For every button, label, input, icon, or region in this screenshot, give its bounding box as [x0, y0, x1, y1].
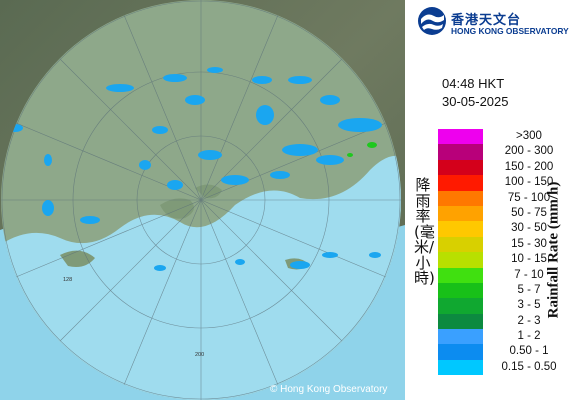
legend-label: 1 - 2	[517, 330, 541, 343]
legend-row: 150 - 200	[438, 159, 577, 176]
legend-label: 150 - 200	[504, 160, 554, 173]
range-rings	[1, 0, 401, 400]
legend-row: >300	[438, 129, 577, 145]
moderate-rain-echoes	[347, 142, 377, 157]
legend-label: 30 - 50	[511, 222, 547, 235]
legend-row: 0.50 - 1	[438, 344, 577, 360]
legend-label: 0.50 - 1	[509, 345, 549, 358]
observation-date: 30-05-2025	[442, 94, 509, 109]
legend-label: 5 - 7	[517, 283, 541, 296]
legend-row: 5 - 7	[438, 282, 577, 299]
legend-swatch	[438, 298, 483, 314]
legend-title-cn: 降雨率(毫米/小時)	[414, 176, 435, 287]
island-hk	[195, 184, 222, 199]
legend-swatch	[438, 159, 483, 176]
rain-echoes	[7, 67, 382, 271]
sea-in-range	[1, 155, 401, 400]
copyright-notice: © Hong Kong Observatory	[270, 384, 388, 395]
ring-label-200: 200	[195, 352, 204, 358]
legend-label: 200 - 300	[504, 145, 554, 158]
radar-map: 128 200 © Hong Kong Observatory	[0, 0, 405, 400]
legend-swatch	[438, 329, 483, 345]
legend-swatch	[438, 282, 483, 299]
legend-label: 2 - 3	[517, 314, 541, 327]
legend-row: 3 - 5	[438, 298, 577, 314]
legend-swatch	[438, 359, 483, 376]
legend-label: 7 - 10	[514, 268, 544, 281]
legend-swatch	[438, 252, 483, 268]
observatory-name-cn: 香港天文台	[451, 13, 522, 28]
legend-swatch	[438, 313, 483, 330]
legend-label: 3 - 5	[517, 299, 541, 312]
legend-row: 2 - 3	[438, 313, 577, 330]
legend-row: 15 - 30	[438, 236, 577, 253]
observation-time: 04:48 HKT	[442, 76, 505, 91]
legend-swatch	[438, 129, 483, 145]
legend-label: >300	[516, 130, 542, 142]
legend-label: 100 - 150	[504, 176, 554, 189]
legend-swatch	[438, 205, 483, 222]
legend-row: 7 - 10	[438, 267, 577, 283]
legend-label: 75 - 100	[507, 191, 551, 204]
observatory-logo: 香港天文台 HONG KONG OBSERVATORY	[417, 6, 577, 42]
legend-row: 1 - 2	[438, 329, 577, 345]
legend-label: 15 - 30	[511, 237, 547, 250]
legend-label: 10 - 15	[511, 253, 547, 266]
ring-label-128: 128	[63, 277, 72, 283]
observatory-name-en: HONG KONG OBSERVATORY	[451, 26, 569, 36]
info-panel: 香港天文台 HONG KONG OBSERVATORY 04:48 HKT 30…	[405, 0, 577, 400]
legend-label: 50 - 75	[511, 206, 547, 219]
legend-row: 200 - 300	[438, 144, 577, 160]
legend-row: 10 - 15	[438, 252, 577, 268]
legend-row: 75 - 100	[438, 190, 577, 206]
legend-title-en: Rainfall Rate (mm/h)	[545, 181, 562, 319]
legend-row: 50 - 75	[438, 205, 577, 222]
radar-image: 128 200	[0, 0, 405, 400]
legend-swatch	[438, 267, 483, 283]
legend-swatch	[438, 190, 483, 206]
legend-swatch	[438, 344, 483, 360]
legend-swatch	[438, 236, 483, 253]
legend-swatch	[438, 221, 483, 237]
legend-row: 30 - 50	[438, 221, 577, 237]
observatory-emblem-icon	[418, 7, 446, 35]
legend-row: 100 - 150	[438, 175, 577, 191]
legend-row: 0.15 - 0.50	[438, 359, 577, 376]
legend-swatch	[438, 144, 483, 160]
legend-swatch	[438, 175, 483, 191]
rainfall-legend: >300 200 - 300 150 - 200 100 - 150 75 - 100 5…	[438, 129, 577, 376]
legend-label: 0.15 - 0.50	[501, 360, 557, 373]
